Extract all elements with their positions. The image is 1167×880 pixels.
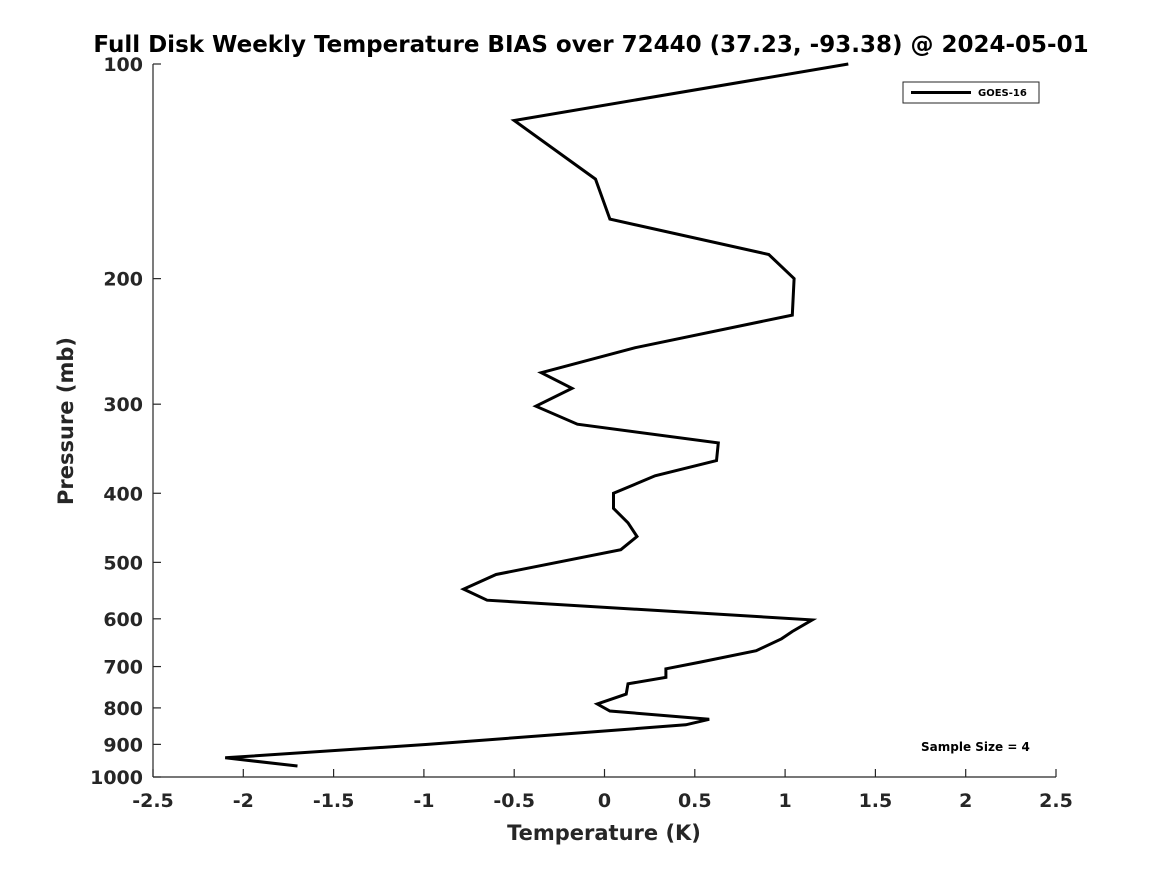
x-tick-label: 1.5 — [859, 790, 893, 812]
sample-size-annotation: Sample Size = 4 — [921, 740, 1030, 754]
x-tick-label: 2 — [959, 790, 972, 812]
x-tick-label: 0 — [598, 790, 611, 812]
x-tick-label: -2.5 — [132, 790, 174, 812]
series-layer — [225, 62, 849, 768]
y-tick-label: 700 — [103, 657, 143, 679]
y-tick-label: 400 — [103, 483, 143, 505]
x-tick-label: 0.5 — [678, 790, 712, 812]
y-tick-label: 600 — [103, 609, 143, 631]
y-tick-label: 300 — [103, 394, 143, 416]
legend: GOES-16 — [902, 81, 1040, 104]
x-tick-label: -1.5 — [313, 790, 355, 812]
y-tick-label: 1000 — [90, 767, 143, 789]
axes: -2.5 -2 -1.5 -1 -0.5 0 0.5 1 1.5 2 2.5 100 200 300 400… — [90, 54, 1073, 812]
x-tick-label: -0.5 — [493, 790, 535, 812]
series-line-goes-16 — [225, 62, 849, 768]
x-tick-label: 1 — [778, 790, 791, 812]
y-tick-label: 100 — [103, 54, 143, 76]
x-tick-label: -2 — [233, 790, 254, 812]
x-axis-label: Temperature (K) — [507, 821, 701, 845]
chart-title: Full Disk Weekly Temperature BIAS over 7… — [93, 32, 1088, 58]
legend-entry-goes-16: GOES-16 — [978, 88, 1027, 99]
plot-area — [153, 64, 1056, 777]
x-tick-label: 2.5 — [1039, 790, 1073, 812]
x-tick-label: -1 — [413, 790, 434, 812]
y-axis-label: Pressure (mb) — [54, 337, 78, 505]
y-tick-label: 900 — [103, 734, 143, 756]
y-tick-label: 500 — [103, 552, 143, 574]
y-tick-label: 200 — [103, 269, 143, 291]
y-tick-label: 800 — [103, 698, 143, 720]
